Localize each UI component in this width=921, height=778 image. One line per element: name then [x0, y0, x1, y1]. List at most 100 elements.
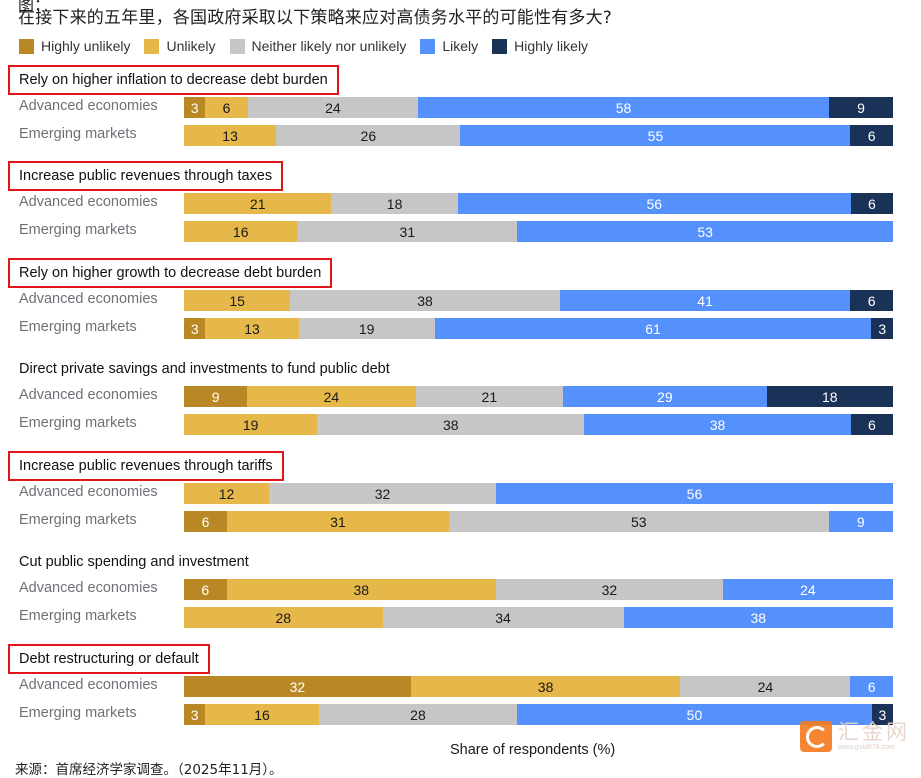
bar-segment-neither-likely-nor-unlikely: 34	[382, 607, 624, 628]
bar-segment-unlikely: 38	[226, 579, 496, 600]
legend-item-highly-unlikely: Highly unlikely	[19, 38, 130, 54]
legend-item-highly-likely: Highly likely	[492, 38, 588, 54]
bar-emerging: 16 31 53	[184, 221, 893, 242]
bar-segment-neither-likely-nor-unlikely: 38	[290, 290, 560, 311]
bar-segment-highly-likely: 6	[850, 193, 893, 214]
bar-segment-highly-likely: 6	[850, 290, 893, 311]
bar-segment-neither-likely-nor-unlikely: 28	[318, 704, 518, 725]
bar-emerging: 6 31 53 9	[184, 511, 893, 532]
bar-advanced: 12 32 56	[184, 483, 893, 504]
row-label-advanced: Advanced economies	[19, 98, 158, 114]
bar-segment-likely: 61	[434, 318, 872, 339]
watermark-name: 汇金网	[838, 720, 910, 744]
cropped-subtitle-fragment: 图：	[18, 0, 51, 14]
bar-segment-highly-unlikely: 3	[184, 704, 206, 725]
bar-segment-highly-unlikely: 32	[184, 676, 411, 697]
bar-segment-neither-likely-nor-unlikely: 32	[495, 579, 723, 600]
bar-segment-neither-likely-nor-unlikely: 21	[415, 386, 564, 407]
watermark-url: www.gold678.com	[838, 744, 895, 751]
legend-label: Highly unlikely	[41, 38, 131, 54]
bar-segment-unlikely: 12	[184, 483, 270, 504]
bar-segment-neither-likely-nor-unlikely: 24	[680, 676, 851, 697]
bar-segment-neither-likely-nor-unlikely: 19	[298, 318, 435, 339]
bar-segment-likely: 24	[722, 579, 893, 600]
legend-swatch-neither	[229, 38, 245, 54]
section-title: Cut public spending and investment	[19, 554, 249, 570]
bar-segment-neither-likely-nor-unlikely: 18	[331, 193, 458, 214]
chart-title: 在接下来的五年里，各国政府采取以下策略来应对高债务水平的可能性有多大?	[18, 8, 613, 28]
row-label-emerging: Emerging markets	[19, 608, 137, 624]
row-label-advanced: Advanced economies	[19, 484, 158, 500]
row-label-advanced: Advanced economies	[19, 194, 158, 210]
bar-segment-unlikely: 16	[184, 221, 298, 242]
bar-segment-unlikely: 6	[205, 97, 248, 118]
bar-segment-likely: 56	[457, 193, 851, 214]
row-label-emerging: Emerging markets	[19, 222, 137, 238]
bar-segment-unlikely: 21	[184, 193, 332, 214]
bar-segment-highly-unlikely: 3	[184, 318, 206, 339]
bar-segment-likely: 55	[460, 125, 851, 146]
row-label-emerging: Emerging markets	[19, 319, 137, 335]
legend-swatch-unlikely	[144, 38, 160, 54]
legend-label: Neither likely nor unlikely	[251, 38, 407, 54]
bar-segment-neither-likely-nor-unlikely: 32	[269, 483, 496, 504]
bar-segment-likely: 41	[559, 290, 851, 311]
bar-emerging: 19 38 38 6	[184, 414, 893, 435]
bar-segment-unlikely: 38	[410, 676, 681, 697]
bar-emerging: 3 13 19 61 3	[184, 318, 893, 339]
bar-segment-highly-likely: 3	[871, 704, 893, 725]
bar-segment-unlikely: 15	[184, 290, 291, 311]
bar-segment-likely: 58	[417, 97, 830, 118]
bar-segment-neither-likely-nor-unlikely: 31	[297, 221, 518, 242]
legend-swatch-highly-likely	[492, 38, 508, 54]
bar-segment-likely: 38	[623, 607, 893, 628]
bar-segment-unlikely: 28	[184, 607, 383, 628]
section-increase-public-revenues-through-taxes: Increase public revenues through taxes Ad…	[0, 161, 921, 263]
bar-segment-unlikely: 19	[184, 414, 318, 435]
bar-advanced: 21 18 56 6	[184, 193, 893, 214]
legend-swatch-likely	[420, 38, 436, 54]
section-title: Rely on higher growth to decrease debt b…	[8, 258, 333, 288]
bar-segment-unlikely: 31	[226, 511, 449, 532]
bar-segment-likely: 9	[828, 511, 893, 532]
bar-segment-highly-likely: 6	[850, 125, 893, 146]
bar-segment-likely: 29	[563, 386, 767, 407]
bar-segment-neither-likely-nor-unlikely: 24	[247, 97, 418, 118]
watermark-logo-icon	[800, 721, 832, 752]
legend-label: Unlikely	[166, 38, 216, 54]
bar-advanced: 6 38 32 24	[184, 579, 893, 600]
bar-segment-unlikely: 16	[205, 704, 319, 725]
row-label-advanced: Advanced economies	[19, 387, 158, 403]
bar-segment-neither-likely-nor-unlikely: 53	[448, 511, 829, 532]
bar-segment-highly-likely: 6	[850, 414, 893, 435]
bar-segment-likely: 6	[850, 676, 893, 697]
section-cut-public-spending-and-investment: Cut public spending and investment Advanc…	[0, 553, 921, 649]
section-direct-private-savings-and-investments-to-fund-public-debt: Direct private savings and investments t…	[0, 360, 921, 456]
bar-segment-highly-likely: 9	[829, 97, 893, 118]
section-title: Debt restructuring or default	[8, 644, 210, 674]
section-debt-restructuring-or-default: Debt restructuring or default Advanced ec…	[0, 644, 921, 746]
row-label-emerging: Emerging markets	[19, 126, 137, 142]
bar-advanced: 32 38 24 6	[184, 676, 893, 697]
section-rely-on-higher-growth-to-decrease-debt-burden: Rely on higher growth to decrease debt b…	[0, 258, 921, 360]
legend-item-unlikely: Unlikely	[144, 38, 216, 54]
legend: Highly unlikely Unlikely Neither likely …	[19, 38, 602, 54]
row-label-advanced: Advanced economies	[19, 291, 158, 307]
bar-advanced: 9 24 21 29 18	[184, 386, 893, 407]
bar-segment-neither-likely-nor-unlikely: 38	[317, 414, 585, 435]
bar-emerging: 13 26 55 6	[184, 125, 893, 146]
row-label-emerging: Emerging markets	[19, 705, 137, 721]
section-increase-public-revenues-through-tariffs: Increase public revenues through tariffs…	[0, 451, 921, 553]
source-note: 来源：首席经济学家调查。（2025年11月）。	[15, 762, 283, 778]
bar-segment-highly-unlikely: 6	[184, 511, 227, 532]
bar-emerging: 28 34 38	[184, 607, 893, 628]
section-title: Rely on higher inflation to decrease deb…	[8, 65, 339, 95]
section-title: Increase public revenues through tariffs	[8, 451, 284, 481]
bar-segment-highly-likely: 3	[871, 318, 893, 339]
bar-segment-unlikely: 13	[184, 125, 277, 146]
bar-segment-highly-unlikely: 6	[184, 579, 227, 600]
bar-segment-neither-likely-nor-unlikely: 26	[276, 125, 461, 146]
bar-segment-unlikely: 13	[205, 318, 299, 339]
legend-label: Likely	[442, 38, 479, 54]
bar-segment-unlikely: 24	[247, 386, 416, 407]
